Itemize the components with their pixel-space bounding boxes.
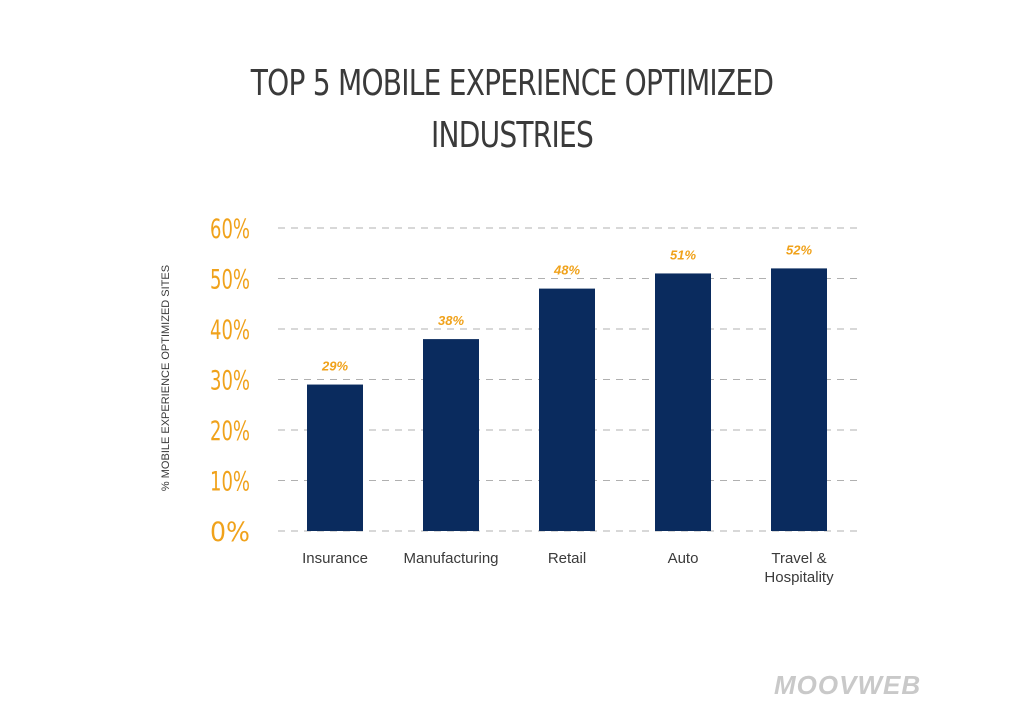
y-tick-label: 0% — [210, 517, 250, 548]
bar — [307, 384, 363, 531]
y-tick-label: 20% — [210, 416, 250, 447]
bar — [423, 339, 479, 531]
x-tick-label: Auto — [668, 550, 699, 567]
bar-value-label: 52% — [786, 242, 812, 257]
bar-value-label: 48% — [553, 263, 580, 278]
x-tick-label: Retail — [548, 550, 586, 567]
bar — [539, 288, 595, 531]
bar-value-label: 51% — [670, 247, 696, 262]
x-tick-label: Manufacturing — [403, 550, 498, 567]
bar-value-label: 29% — [321, 359, 348, 374]
x-tick-label: Hospitality — [764, 569, 834, 586]
y-axis-label: % MOBILE EXPERIENCE OPTIMIZED SITES — [160, 265, 172, 491]
bar-value-label: 38% — [438, 313, 464, 328]
y-tick-label: 40% — [210, 315, 250, 346]
x-tick-label: Travel & — [771, 550, 826, 567]
chart-title-line2: INDUSTRIES — [431, 115, 594, 156]
chart-title: TOP 5 MOBILE EXPERIENCE OPTIMIZED INDUST… — [113, 58, 912, 162]
y-tick-label: 60% — [210, 214, 250, 245]
y-tick-label: 10% — [210, 467, 250, 498]
y-tick-label: 50% — [210, 265, 250, 296]
chart-title-line1: TOP 5 MOBILE EXPERIENCE OPTIMIZED — [250, 63, 774, 104]
y-tick-label: 30% — [210, 366, 250, 397]
bar — [771, 268, 827, 531]
bar — [655, 273, 711, 531]
x-tick-label: Insurance — [302, 550, 368, 567]
moovweb-logo: MOOVWEB — [774, 670, 922, 700]
